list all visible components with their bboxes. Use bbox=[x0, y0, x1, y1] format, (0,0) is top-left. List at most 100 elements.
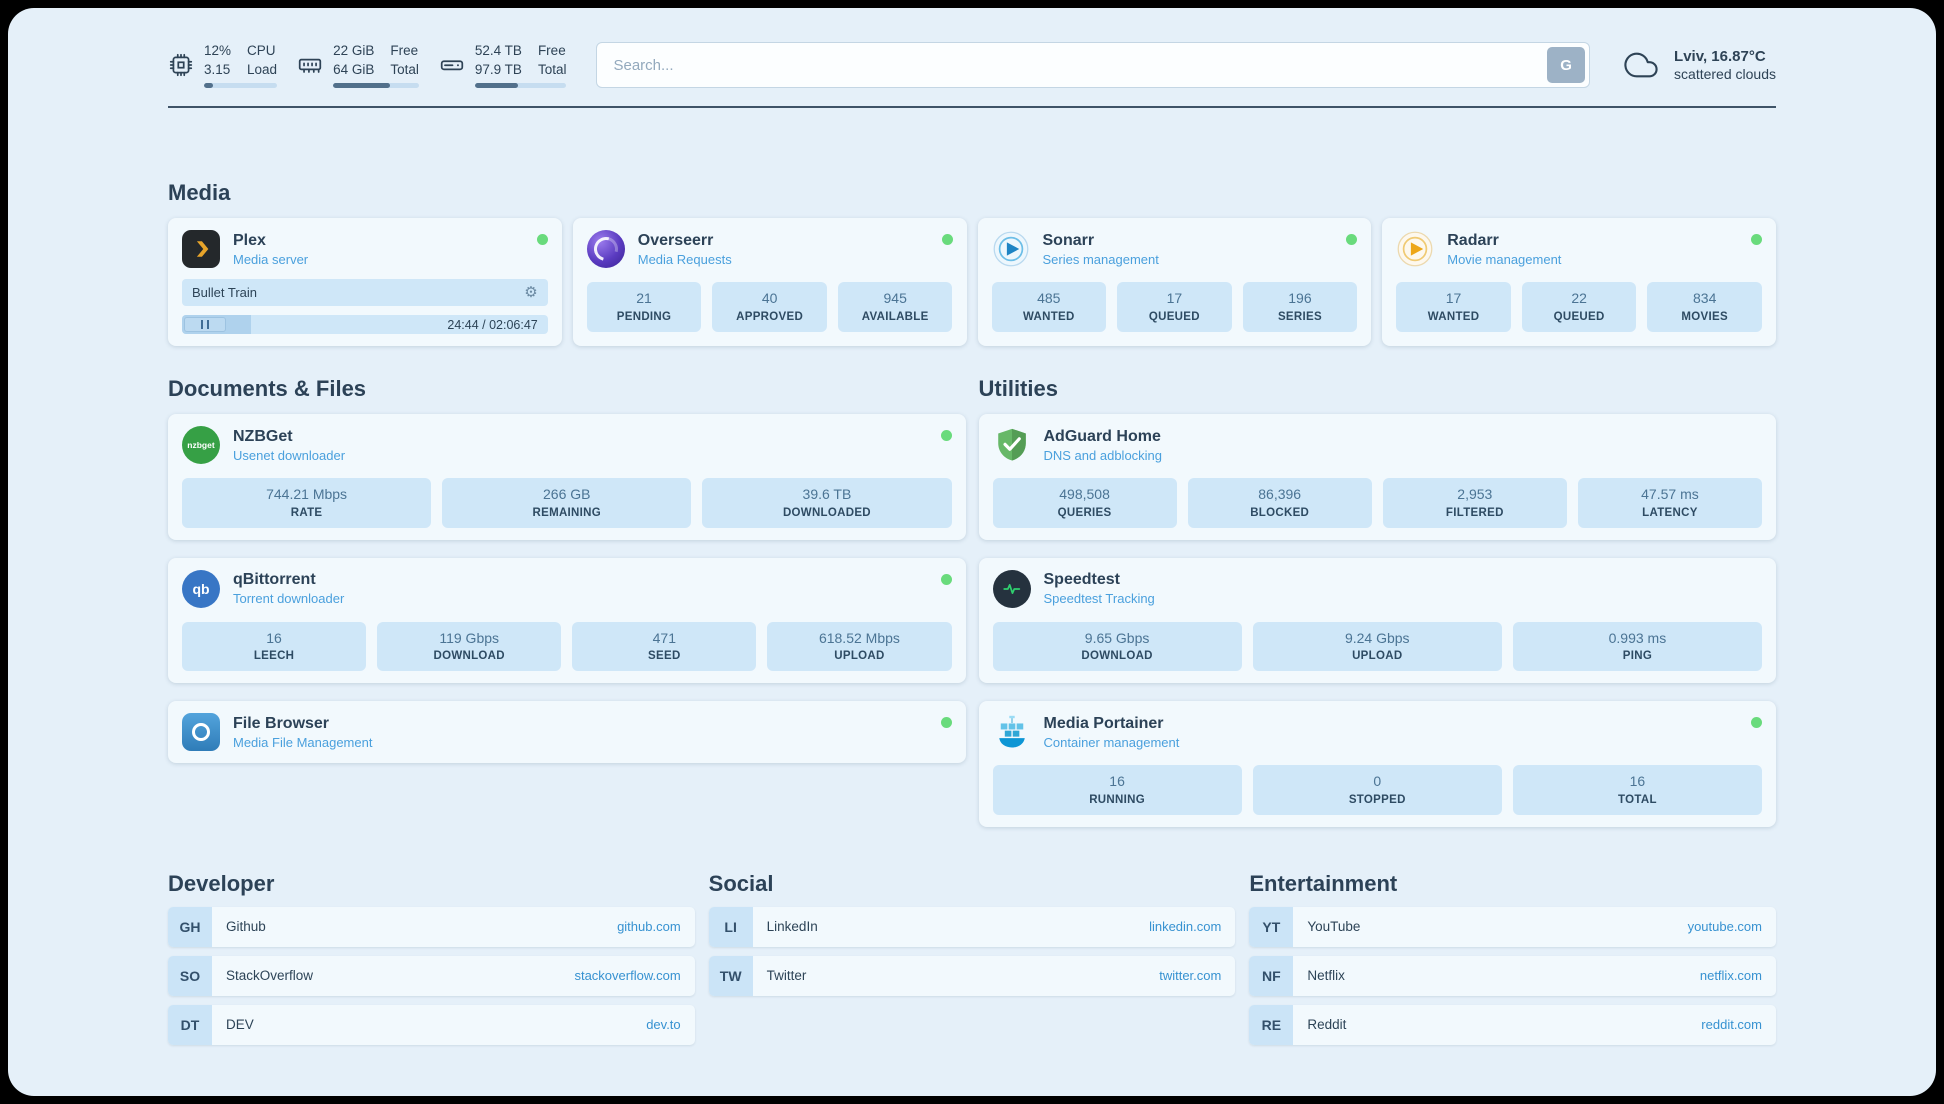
status-dot bbox=[940, 717, 952, 728]
bookmark-name: Reddit bbox=[1307, 1017, 1347, 1032]
search-input[interactable] bbox=[596, 42, 1591, 88]
bookmark-abbr: RE bbox=[1249, 1004, 1294, 1045]
app-name: File Browser bbox=[233, 714, 330, 732]
search: G bbox=[596, 42, 1591, 88]
disk-icon bbox=[439, 52, 465, 78]
weather-condition: scattered clouds bbox=[1674, 66, 1776, 82]
stat-tile: 16 LEECH bbox=[182, 621, 367, 671]
nzbget-icon: nzbget bbox=[182, 426, 220, 464]
ram-progress-bar bbox=[333, 82, 419, 88]
stat-tile: 39.6 TB DOWNLOADED bbox=[702, 478, 952, 528]
app-name: Overseerr bbox=[637, 231, 714, 249]
app-name: Media Portainer bbox=[1043, 714, 1164, 732]
app-name: Plex bbox=[233, 231, 266, 249]
app-name: qBittorrent bbox=[233, 571, 316, 588]
cloud-icon bbox=[1620, 48, 1662, 82]
overseerr-icon bbox=[586, 230, 625, 268]
bookmark-github[interactable]: GH Github github.com bbox=[168, 906, 695, 947]
stat-tile: 2,953 FILTERED bbox=[1382, 478, 1567, 528]
app-card-speedtest[interactable]: Speedtest Speedtest Tracking 9.65 Gbps D… bbox=[978, 557, 1776, 683]
now-playing-bar: Bullet Train ⚙ bbox=[182, 279, 548, 306]
bookmark-twitter[interactable]: TW Twitter twitter.com bbox=[708, 955, 1236, 996]
app-card-nzbget[interactable]: nzbget NZBGet Usenet downloader 744.21 M… bbox=[168, 414, 966, 540]
portainer-icon bbox=[993, 713, 1031, 751]
app-subtitle: Usenet downloader bbox=[233, 447, 346, 463]
stat-tile: 618.52 Mbps UPLOAD bbox=[767, 621, 952, 671]
stat-tile: 9.65 Gbps DOWNLOAD bbox=[992, 621, 1242, 671]
stat-tile: 0.993 ms PING bbox=[1512, 621, 1763, 671]
app-card-overseerr[interactable]: Overseerr Media Requests 21 PENDING 40 A… bbox=[572, 218, 967, 346]
bookmark-abbr: NF bbox=[1249, 955, 1294, 996]
filebrowser-icon bbox=[182, 713, 220, 751]
stat-tile: 9.24 Gbps UPLOAD bbox=[1252, 621, 1502, 671]
app-subtitle: Container management bbox=[1043, 734, 1180, 750]
bookmark-group-entertainment: Entertainment YT YouTube youtube.com NF … bbox=[1249, 871, 1776, 1045]
bookmark-linkedin[interactable]: LI LinkedIn linkedin.com bbox=[708, 906, 1236, 947]
app-subtitle: Series management bbox=[1042, 251, 1159, 267]
app-card-radarr[interactable]: Radarr Movie management 17 WANTED 22 QUE… bbox=[1382, 218, 1776, 346]
app-card-adguard[interactable]: AdGuard Home DNS and adblocking 498,508 … bbox=[978, 414, 1776, 540]
pause-icon bbox=[201, 320, 209, 329]
bookmark-name: Github bbox=[226, 919, 266, 934]
ram-widget: 22 GiB 64 GiB Free Total bbox=[297, 42, 419, 88]
section-media: Media Plex Media server bbox=[168, 180, 1776, 346]
ram-labels: Free Total bbox=[390, 43, 419, 77]
disk-values: 52.4 TB 97.9 TB bbox=[474, 43, 522, 77]
bookmark-url: dev.to bbox=[646, 1017, 681, 1032]
app-card-qbittorrent[interactable]: qb qBittorrent Torrent downloader 16 LEE… bbox=[168, 557, 966, 683]
app-name: Radarr bbox=[1447, 231, 1499, 249]
bookmark-youtube[interactable]: YT YouTube youtube.com bbox=[1249, 906, 1776, 947]
status-dot bbox=[940, 573, 952, 585]
bookmark-abbr: GH bbox=[168, 906, 212, 947]
cpu-values: 12% 3.15 bbox=[204, 43, 232, 77]
app-card-portainer[interactable]: Media Portainer Container management 16 … bbox=[978, 701, 1776, 827]
bookmark-abbr: DT bbox=[168, 1004, 212, 1045]
pause-button[interactable] bbox=[184, 317, 226, 332]
status-dot bbox=[941, 234, 953, 245]
app-card-plex[interactable]: Plex Media server Bullet Train ⚙ bbox=[168, 218, 562, 346]
bookmark-name: DEV bbox=[226, 1017, 254, 1032]
bookmark-reddit[interactable]: RE Reddit reddit.com bbox=[1249, 1004, 1776, 1045]
bookmark-dev[interactable]: DT DEV dev.to bbox=[168, 1004, 695, 1045]
app-subtitle: Speedtest Tracking bbox=[1043, 591, 1155, 606]
bookmark-url: stackoverflow.com bbox=[574, 968, 681, 983]
stat-tile: 266 GB REMAINING bbox=[442, 478, 692, 528]
weather-location: Lviv, 16.87°C bbox=[1674, 48, 1766, 65]
stat-tile: 196 SERIES bbox=[1242, 282, 1358, 332]
app-card-filebrowser[interactable]: File Browser Media File Management bbox=[168, 701, 966, 763]
search-engine-button[interactable]: G bbox=[1547, 47, 1586, 83]
bookmark-url: github.com bbox=[617, 919, 681, 934]
player-progress[interactable]: 24:44 / 02:06:47 bbox=[182, 315, 548, 334]
player-time: 24:44 / 02:06:47 bbox=[447, 317, 538, 332]
ram-values: 22 GiB 64 GiB bbox=[333, 43, 375, 77]
section-title-social: Social bbox=[708, 870, 774, 896]
bookmark-name: Twitter bbox=[766, 968, 807, 983]
app-name: Speedtest bbox=[1043, 571, 1120, 588]
bookmark-url: reddit.com bbox=[1701, 1017, 1762, 1032]
speedtest-icon bbox=[992, 569, 1031, 608]
section-title-utilities: Utilities bbox=[978, 376, 1058, 401]
bookmark-netflix[interactable]: NF Netflix netflix.com bbox=[1249, 955, 1776, 996]
app-subtitle: Media Requests bbox=[637, 251, 732, 267]
stat-tile: 471 SEED bbox=[572, 621, 757, 671]
app-name: Sonarr bbox=[1042, 231, 1095, 249]
disk-labels: Free Total bbox=[537, 43, 567, 77]
section-title-developer: Developer bbox=[168, 870, 275, 896]
bookmark-abbr: TW bbox=[708, 955, 753, 996]
ram-icon bbox=[297, 52, 323, 78]
gear-icon[interactable]: ⚙ bbox=[524, 284, 538, 301]
stat-tile: 22 QUEUED bbox=[1521, 282, 1637, 332]
status-dot bbox=[1751, 717, 1762, 728]
stat-tile: 17 WANTED bbox=[1396, 282, 1511, 332]
stat-tile: 945 AVAILABLE bbox=[837, 282, 953, 332]
bookmark-stackoverflow[interactable]: SO StackOverflow stackoverflow.com bbox=[168, 955, 695, 996]
adguard-icon bbox=[993, 426, 1031, 464]
now-playing-title: Bullet Train bbox=[192, 285, 258, 300]
bookmark-abbr: SO bbox=[168, 955, 212, 996]
cpu-icon bbox=[168, 52, 194, 78]
system-stats: 12% 3.15 CPU Load bbox=[168, 42, 567, 88]
section-title-media: Media bbox=[168, 180, 231, 205]
disk-widget: 52.4 TB 97.9 TB Free Total bbox=[439, 42, 567, 88]
app-card-sonarr[interactable]: Sonarr Series management 485 WANTED 17 Q… bbox=[977, 218, 1372, 346]
stat-tile: 16 TOTAL bbox=[1512, 765, 1763, 815]
